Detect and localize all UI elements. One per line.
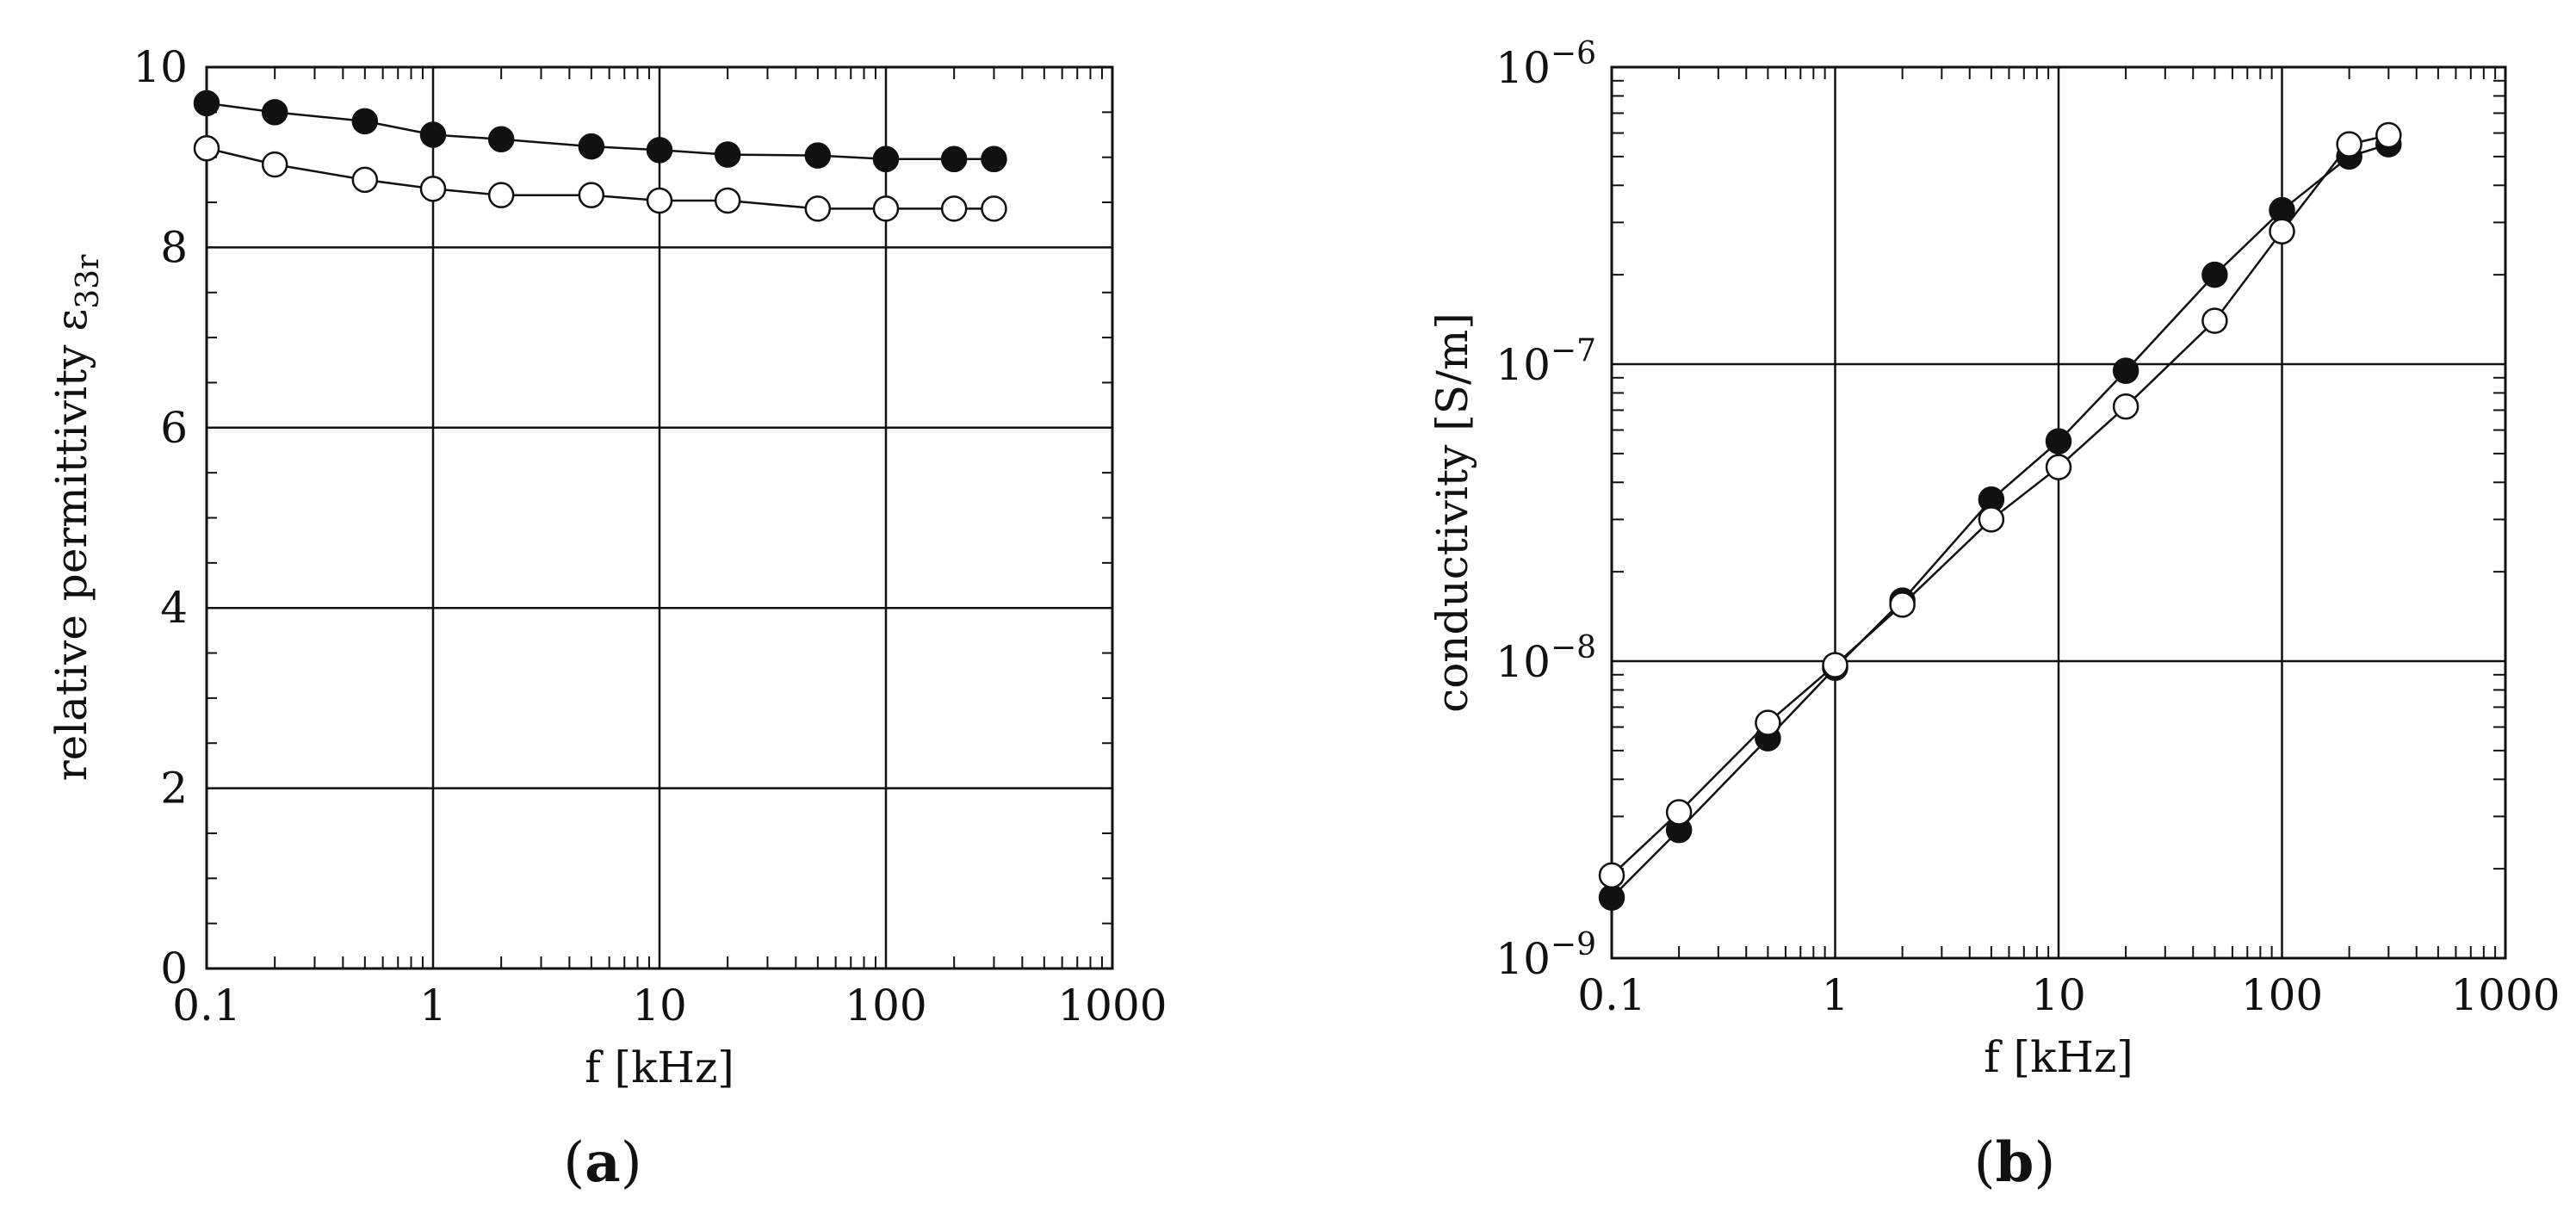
b-x-tick-label: 100: [2241, 970, 2323, 1020]
a-series-1-point: [351, 108, 379, 135]
a-panel-label: (a): [563, 1130, 641, 1195]
a-series-2-point: [646, 187, 673, 214]
a-x-axis-label: f [kHz]: [585, 1043, 734, 1092]
a-series-2-point: [804, 195, 832, 222]
a-panel-label-open-paren: (: [563, 1131, 585, 1195]
a-series-2-point: [419, 176, 447, 202]
b-series-2-point: [2336, 131, 2362, 158]
a-panel-label-close-paren: ): [621, 1131, 642, 1195]
a-series-2-point: [940, 195, 968, 222]
b-panel-label-close-paren: ): [2034, 1131, 2055, 1195]
a-series-2-point: [714, 187, 741, 214]
a-series-1-point: [646, 137, 673, 164]
a-series-1-point: [578, 133, 605, 160]
b-y-tick-exponent: −6: [1551, 36, 1596, 71]
b-series-1-point: [1598, 884, 1625, 911]
a-series-2-point: [578, 182, 605, 208]
b-series-2-point: [2201, 307, 2228, 334]
b-y-tick-label: 10−8: [1495, 630, 1596, 687]
a-series-2-point: [981, 195, 1007, 222]
b-y-tick-exponent: −8: [1551, 630, 1596, 665]
a-x-tick-label: 10: [632, 981, 687, 1030]
b-x-tick-label: 10: [2031, 970, 2086, 1020]
b-series-2-point: [1755, 709, 1781, 736]
b-y-tick-label: 10−9: [1495, 927, 1596, 984]
b-series-1-point: [2201, 261, 2228, 288]
a-series-1-point: [419, 121, 447, 148]
a-series-1-point: [261, 99, 288, 126]
b-series-2-point: [2269, 218, 2295, 244]
a-series-1-point: [487, 126, 515, 153]
b-panel-label: (b): [1974, 1130, 2056, 1195]
a-series-2-point: [193, 134, 220, 162]
chart-panel-a: 0.1 1 10 100 1000 0 2 4 6 8 10 f [kHz] relative perm…: [46, 42, 1167, 1195]
a-y-axis-label-subscript: 33r: [71, 254, 106, 309]
a-x-tick-label: 1000: [1057, 981, 1167, 1030]
a-y-tick-label: 0: [160, 944, 188, 993]
b-x-tick-label: 1000: [2450, 970, 2560, 1020]
a-x-tick-label: 1: [419, 981, 447, 1030]
b-plot-frame: [1610, 65, 2507, 960]
a-series-1-point: [714, 141, 741, 168]
b-x-axis-label: f [kHz]: [1984, 1032, 2133, 1082]
b-x-tick-label: 1: [1822, 970, 1849, 1020]
a-series-1-point: [940, 145, 968, 173]
b-y-tick-base: 10: [1495, 637, 1551, 687]
a-x-tick-label: 0.1: [172, 981, 241, 1030]
b-y-tick-base: 10: [1495, 340, 1551, 390]
b-series-2-point: [2112, 393, 2139, 420]
a-y-tick-label: 8: [160, 222, 188, 272]
a-y-tick-label: 6: [160, 403, 188, 453]
b-series-2-point: [2375, 121, 2402, 149]
b-y-axis-label-main: conductivity [S/m]: [1427, 312, 1477, 713]
a-y-tick-label: 4: [160, 583, 188, 633]
b-series-2-point: [1978, 506, 2005, 533]
b-y-tick-base: 10: [1495, 934, 1551, 984]
a-x-tick-label: 100: [845, 981, 926, 1030]
a-y-axis-label: relative permittivity ε33r: [46, 254, 106, 781]
b-panel-label-open-paren: (: [1974, 1131, 1996, 1195]
b-series-2-point: [1598, 862, 1625, 889]
b-panel-label-letter: b: [1996, 1130, 2034, 1195]
a-series-2-point: [872, 195, 900, 222]
b-y-tick-exponent: −9: [1551, 927, 1596, 962]
b-series-2-point: [1889, 591, 1916, 618]
b-y-axis-label: conductivity [S/m]: [1427, 312, 1477, 713]
a-series-1-point: [804, 142, 832, 169]
b-y-tick-exponent: −7: [1551, 333, 1596, 368]
b-y-tick-label: 10−7: [1495, 333, 1596, 390]
a-series-2-point: [487, 182, 515, 208]
b-series-1-point: [2045, 428, 2072, 455]
a-panel-label-letter: a: [585, 1130, 620, 1195]
a-series-2-point: [351, 166, 379, 194]
a-series-1-point: [193, 90, 220, 117]
a-series-1-point: [981, 145, 1007, 173]
a-series-1-point: [872, 145, 900, 173]
a-y-axis-label-main: relative permittivity ε: [46, 309, 96, 782]
b-series-2-point: [1665, 799, 1693, 826]
a-y-tick-label: 2: [160, 764, 188, 814]
a-plot-frame: [205, 65, 1114, 970]
b-series-1-point: [2112, 357, 2139, 384]
b-series-1-line: [1611, 143, 2389, 899]
a-series-2-point: [261, 151, 288, 178]
b-series-2-point: [1822, 652, 1848, 678]
b-y-tick-base: 10: [1495, 43, 1551, 93]
b-y-tick-label: 10−6: [1495, 36, 1596, 93]
b-x-tick-label: 0.1: [1577, 970, 1646, 1020]
a-y-tick-label: 10: [133, 42, 188, 92]
b-series-2-point: [2045, 454, 2072, 480]
